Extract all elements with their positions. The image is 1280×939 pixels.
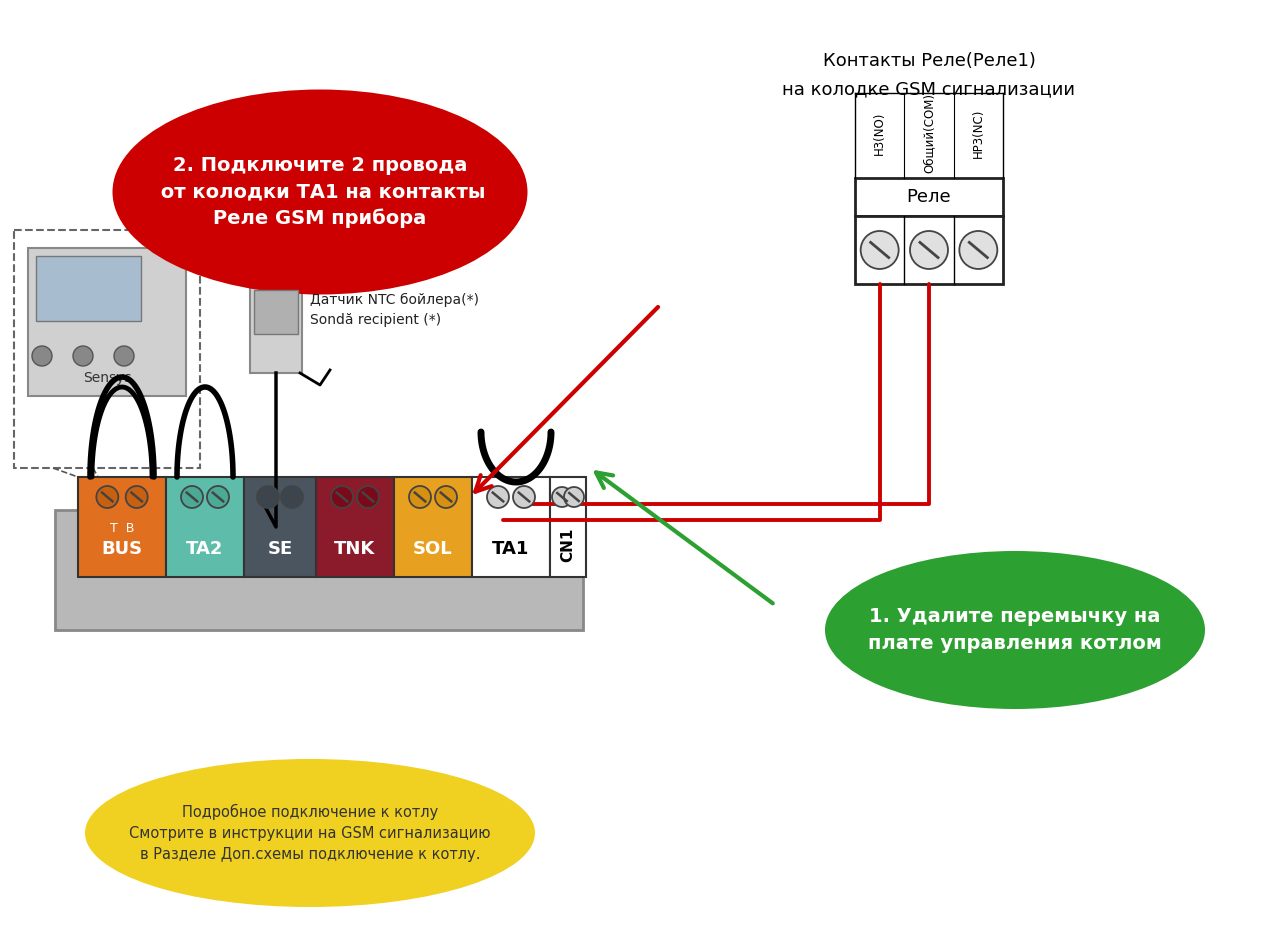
Text: TNK: TNK [334,540,375,558]
Text: TA1: TA1 [493,540,530,558]
Circle shape [32,346,52,366]
Bar [855,216,1004,285]
Text: на колодке GSM сигнализации: на колодке GSM сигнализации [782,80,1075,98]
Circle shape [486,486,509,508]
Circle shape [910,231,948,269]
Text: Контакты Реле(Реле1): Контакты Реле(Реле1) [823,52,1036,70]
Bar [166,477,244,577]
Bar [394,477,472,577]
Text: Sensys: Sensys [83,371,132,385]
Circle shape [180,486,204,508]
Text: НР3(NC): НР3(NC) [972,108,984,158]
Text: TA2: TA2 [187,540,224,558]
Ellipse shape [826,551,1204,709]
Bar [855,178,1004,216]
Text: Датчик NTC бойлера(*): Датчик NTC бойлера(*) [310,293,479,307]
Text: Н3(NO): Н3(NO) [873,112,886,155]
Bar [250,285,302,373]
Circle shape [410,486,431,508]
Text: Общий(COM): Общий(COM) [923,93,936,173]
Bar [550,477,586,577]
Circle shape [552,487,572,507]
Circle shape [73,346,93,366]
Circle shape [435,486,457,508]
Circle shape [332,486,353,508]
Bar [36,256,141,321]
Circle shape [564,487,584,507]
Bar [14,230,200,468]
Text: CN1: CN1 [561,528,576,562]
Circle shape [207,486,229,508]
Circle shape [357,486,379,508]
Bar [316,477,394,577]
Circle shape [513,486,535,508]
Text: Реле: Реле [906,188,951,206]
Circle shape [257,486,279,508]
Bar [78,477,166,577]
Text: 2. Подключите 2 провода
 от колодки ТА1 на контакты
Реле GSM прибора: 2. Подключите 2 провода от колодки ТА1 н… [155,156,485,228]
Text: Sondă recipient (*): Sondă recipient (*) [310,313,442,327]
Circle shape [125,486,147,508]
Text: SE: SE [268,540,293,558]
Ellipse shape [113,89,527,295]
Text: Подробное подключение к котлу
Смотрите в инструкции на GSM сигнализацию
в Раздел: Подробное подключение к котлу Смотрите в… [129,804,490,862]
Bar [253,290,298,334]
Bar [244,477,316,577]
Text: BUS: BUS [101,540,142,558]
Circle shape [114,346,134,366]
Bar [55,510,582,630]
Text: T  B: T B [110,522,134,535]
Ellipse shape [84,759,535,907]
Circle shape [96,486,118,508]
Bar [472,477,550,577]
Text: SOL: SOL [413,540,453,558]
Bar [28,248,186,396]
Circle shape [282,486,303,508]
Text: 1. Удалите перемычку на
плате управления котлом: 1. Удалите перемычку на плате управления… [868,608,1162,653]
Circle shape [860,231,899,269]
Circle shape [959,231,997,269]
